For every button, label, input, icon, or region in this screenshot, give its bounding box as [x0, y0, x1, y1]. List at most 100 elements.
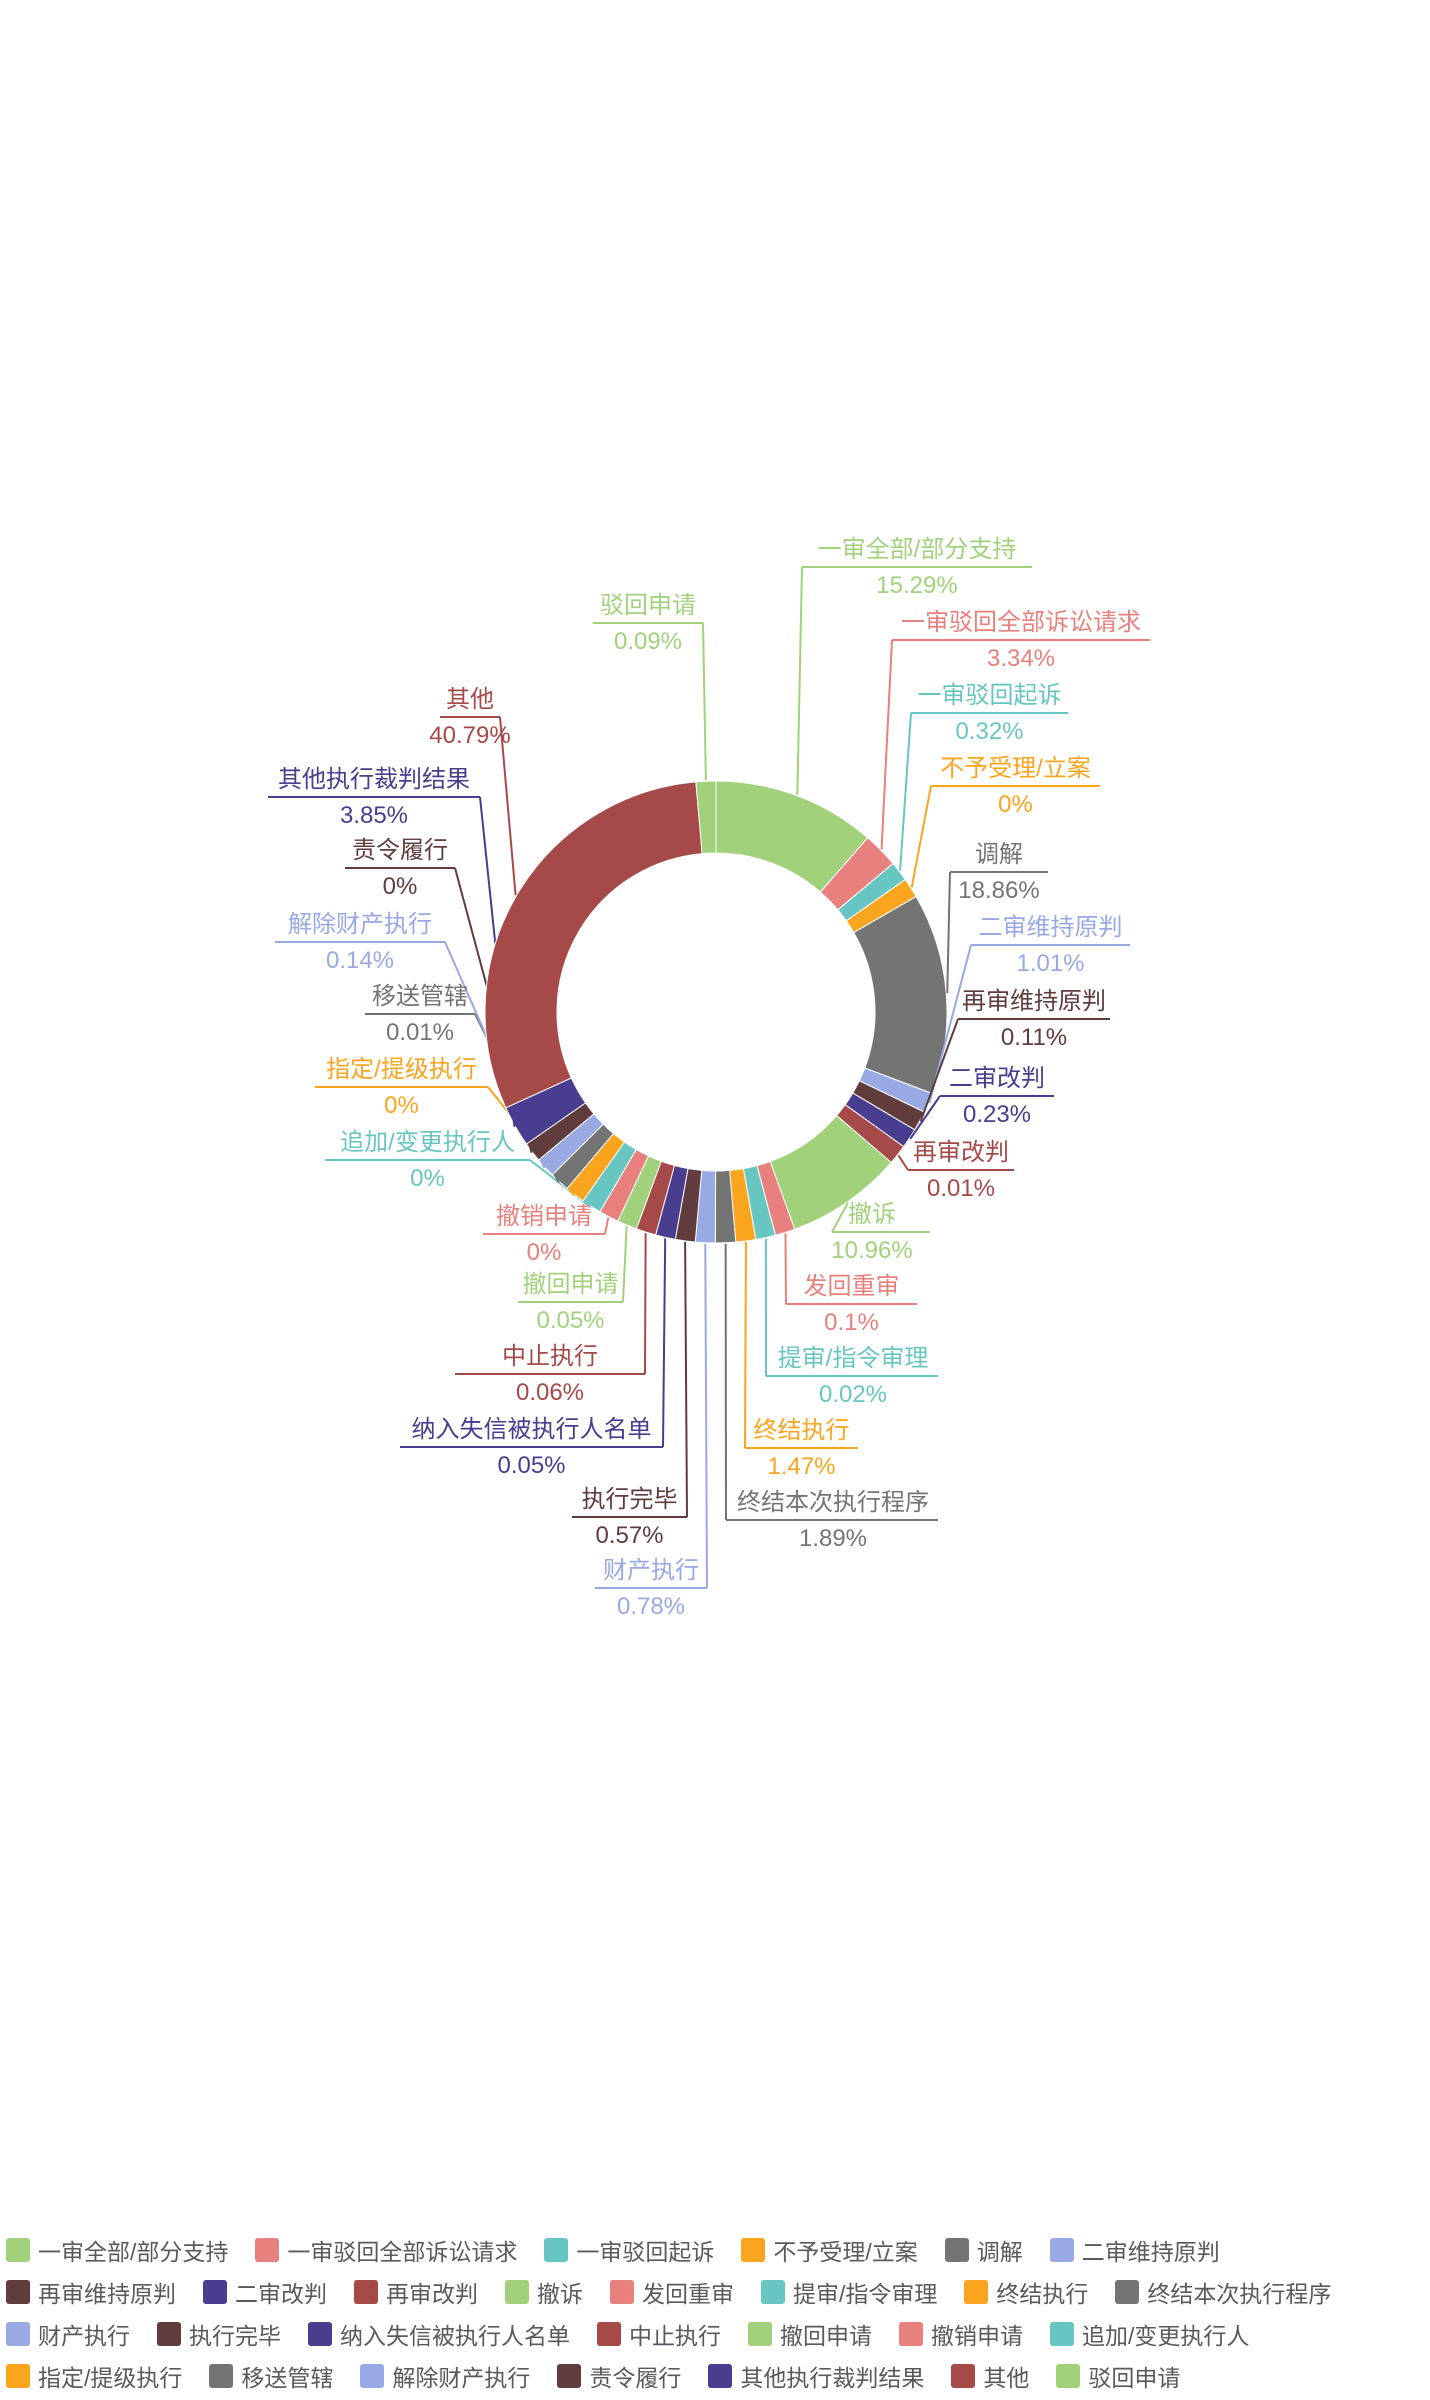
legend-label: 再审改判: [386, 2281, 478, 2307]
legend-swatch: [505, 2280, 529, 2304]
legend-swatch: [1056, 2364, 1081, 2388]
legend-swatch: [951, 2364, 976, 2388]
legend-swatch: [203, 2280, 227, 2304]
legend-label: 追加/变更执行人: [1082, 2323, 1250, 2349]
legend-label: 执行完毕: [189, 2323, 281, 2349]
legend-item[interactable]: 财产执行: [6, 2313, 130, 2355]
legend-swatch: [741, 2238, 766, 2262]
legend-label: 其他执行裁判结果: [740, 2365, 925, 2391]
legend-label: 撤销申请: [931, 2323, 1023, 2349]
pie-slice[interactable]: [484, 781, 703, 1109]
pie-slice[interactable]: [853, 895, 948, 1095]
legend-item[interactable]: 解除财产执行: [360, 2355, 530, 2397]
chart-legend: 一审全部/部分支持 一审驳回全部诉讼请求 一审驳回起诉 不予受理/立案 调解 二审维持原判…: [6, 2229, 1426, 2397]
label-leader-line: [644, 1233, 647, 1375]
legend-swatch: [761, 2280, 785, 2304]
legend-swatch: [899, 2322, 923, 2346]
legend-item[interactable]: 撤诉: [505, 2271, 583, 2313]
legend-swatch: [544, 2238, 569, 2262]
legend-label: 二审维持原判: [1081, 2239, 1220, 2265]
legend-item[interactable]: 纳入失信被执行人名单: [308, 2313, 570, 2355]
legend-label: 撤诉: [537, 2281, 583, 2307]
legend-item[interactable]: 指定/提级执行: [6, 2355, 182, 2397]
legend-label: 纳入失信被执行人名单: [340, 2323, 570, 2349]
legend-item[interactable]: 责令履行: [557, 2355, 681, 2397]
legend-item[interactable]: 其他: [951, 2355, 1029, 2397]
legend-item[interactable]: 其他执行裁判结果: [708, 2355, 924, 2397]
legend-item[interactable]: 再审维持原判: [6, 2271, 176, 2313]
legend-swatch: [6, 2280, 30, 2304]
legend-label: 驳回申请: [1088, 2365, 1181, 2391]
legend-item[interactable]: 终结本次执行程序: [1115, 2271, 1331, 2313]
legend-swatch: [157, 2322, 181, 2346]
label-leader-line: [796, 566, 803, 795]
label-leader-line: [684, 1241, 688, 1518]
legend-label: 调解: [976, 2239, 1023, 2265]
legend-item[interactable]: 驳回申请: [1056, 2355, 1180, 2397]
legend-item[interactable]: 终结执行: [964, 2271, 1088, 2313]
legend-item[interactable]: 发回重审: [610, 2271, 734, 2313]
legend-item[interactable]: 提审/指令审理: [761, 2271, 937, 2313]
legend-item[interactable]: 一审全部/部分支持: [6, 2229, 228, 2271]
legend-label: 一审全部/部分支持: [38, 2239, 229, 2265]
legend-item[interactable]: 二审改判: [203, 2271, 327, 2313]
label-leader-line: [897, 1154, 909, 1171]
legend-label: 终结执行: [996, 2281, 1089, 2307]
pie-slice[interactable]: [695, 780, 717, 855]
legend-swatch: [360, 2364, 385, 2388]
legend-swatch: [1049, 2238, 1074, 2262]
legend-swatch: [6, 2322, 30, 2346]
legend-swatch: [1050, 2322, 1074, 2346]
legend-item[interactable]: 撤回申请: [748, 2313, 872, 2355]
legend-swatch: [6, 2364, 30, 2388]
legend-label: 其他: [983, 2365, 1030, 2391]
legend-item[interactable]: 再审改判: [354, 2271, 478, 2313]
legend-label: 发回重审: [642, 2281, 734, 2307]
legend-label: 移送管辖: [241, 2365, 334, 2391]
legend-item[interactable]: 一审驳回起诉: [544, 2229, 714, 2271]
label-leader-line: [702, 622, 707, 781]
legend-item[interactable]: 追加/变更执行人: [1050, 2313, 1249, 2355]
legend-swatch: [6, 2238, 30, 2262]
legend-label: 一审驳回全部诉讼请求: [287, 2239, 518, 2265]
label-leader-line: [909, 1095, 941, 1140]
label-leader-line: [831, 1202, 849, 1233]
legend-item[interactable]: 调解: [944, 2229, 1023, 2271]
legend-label: 一审驳回起诉: [576, 2239, 715, 2265]
legend-label: 提审/指令审理: [793, 2281, 938, 2307]
legend-label: 中止执行: [629, 2323, 721, 2349]
legend-item[interactable]: 移送管辖: [209, 2355, 333, 2397]
label-leader-line: [744, 1242, 747, 1449]
legend-label: 二审改判: [235, 2281, 327, 2307]
legend-item[interactable]: 中止执行: [597, 2313, 721, 2355]
legend-item[interactable]: 撤销申请: [899, 2313, 1023, 2355]
legend-label: 财产执行: [38, 2323, 130, 2349]
legend-swatch: [209, 2364, 234, 2388]
legend-label: 再审维持原判: [38, 2281, 176, 2307]
legend-label: 撤回申请: [780, 2323, 872, 2349]
label-leader-line: [946, 871, 951, 994]
label-leader-line: [919, 1018, 959, 1122]
label-leader-line: [662, 1238, 667, 1448]
legend-label: 责令履行: [589, 2365, 682, 2391]
label-leader-line: [622, 1226, 628, 1303]
legend-swatch: [597, 2322, 621, 2346]
legend-label: 指定/提级执行: [38, 2365, 183, 2391]
donut-chart: [444, 566, 972, 1589]
label-leader-line: [604, 1217, 610, 1235]
legend-swatch: [610, 2280, 634, 2304]
legend-swatch: [748, 2322, 772, 2346]
label-leader-line: [880, 639, 893, 850]
label-leader-line: [784, 1233, 787, 1305]
legend-swatch: [1115, 2280, 1140, 2304]
legend-item[interactable]: 一审驳回全部诉讼请求: [255, 2229, 517, 2271]
legend-swatch: [308, 2322, 332, 2346]
legend-label: 解除财产执行: [392, 2365, 531, 2391]
label-leader-line: [910, 785, 932, 888]
legend-item[interactable]: 二审维持原判: [1049, 2229, 1220, 2271]
legend-item[interactable]: 执行完毕: [157, 2313, 281, 2355]
legend-item[interactable]: 不予受理/立案: [741, 2229, 918, 2271]
label-leader-line: [899, 712, 912, 871]
legend-swatch: [354, 2280, 378, 2304]
